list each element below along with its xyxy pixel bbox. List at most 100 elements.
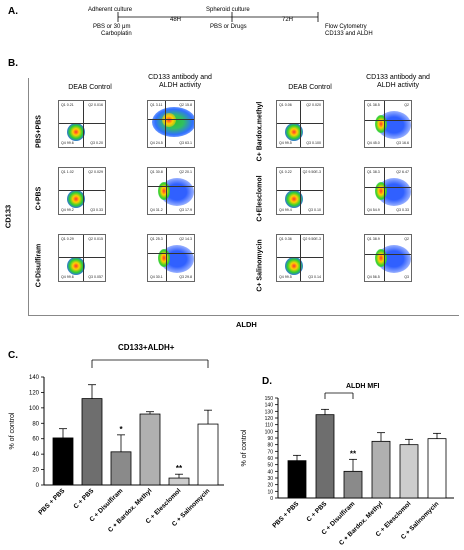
chart-c-y-tick-label: 60 (32, 437, 39, 443)
quadrant-q4-label: Q4 54.9 (367, 208, 380, 212)
quadrant-q1-label: Q1 38.3 (367, 170, 380, 174)
quadrant-horizontal-line (365, 120, 411, 122)
quadrant-q1-label: Q1 0.36 (279, 237, 292, 241)
chart-c-bar (81, 398, 103, 486)
flow-plot-9: Q1 0.29 Q2 0.015 Q4 99.6 Q3 0.057 (58, 234, 106, 282)
density-blob (158, 249, 170, 267)
row-label-c-salinomycin: C+ Salinomycin (256, 239, 264, 292)
density-blob (158, 182, 170, 200)
step1-sub2: Carboplatin (101, 31, 132, 37)
chart-c-y-tick-label: 40 (32, 452, 39, 458)
quadrant-q1-label: Q1 38.5 (367, 103, 380, 107)
chart-d-y-tick-label: 30 (267, 476, 273, 482)
flow-plot-1: Q1 0.21 Q2 0.016 Q4 99.6 Q3 0.20 (58, 100, 106, 148)
quadrant-q4-label: Q4 99.6 (61, 141, 74, 145)
quadrant-horizontal-line (277, 190, 323, 192)
quadrant-q2-label: Q2 9.50E-3 (302, 170, 321, 174)
density-blob (67, 190, 85, 208)
chart-c-y-tick-label: 120 (29, 390, 40, 396)
chart-c-svg: 0 20 40 60 80 100 120 140 % of control PBS + PBS C… (9, 359, 224, 534)
row-label-pbs-pbs: PBS+PBS (35, 115, 43, 148)
chart-d-title: ALDH MFI (346, 383, 380, 390)
chart-c-bar (139, 413, 161, 486)
step2-sub: PBS or Drugs (210, 24, 247, 30)
chart-c-y-tick-label: 20 (32, 468, 39, 474)
chart-d-bar (399, 444, 419, 499)
chart-d-y-tick-label: 110 (265, 423, 273, 429)
chart-c-y-tick-label: 0 (36, 483, 40, 489)
chart-d-y-tick-label: 90 (267, 436, 273, 442)
quadrant-q3-label: Q3 0.14 (308, 275, 321, 279)
chart-d-y-tick-label: 60 (267, 456, 273, 462)
step1-label: Adherent culture (88, 7, 133, 13)
chart-d-bar (427, 438, 447, 499)
time1-label: 48H (170, 17, 182, 23)
flow-plot-5: Q1 1.02 Q2 0.029 Q4 99.2 Q3 0.33 (58, 167, 106, 215)
quadrant-vertical-line (384, 235, 386, 281)
chart-c-significance: ** (176, 464, 183, 473)
quadrant-q2-label: Q2 0.016 (88, 103, 103, 107)
panel-b-letter: B. (8, 58, 18, 69)
chart-c-x-tick-label: PBS + PBS (37, 487, 67, 517)
chart-d-y-tick-label: 120 (265, 416, 274, 422)
quadrant-q3-label: Q3 63.1 (179, 141, 192, 145)
time2-label: 72H (282, 17, 294, 23)
density-blob (375, 249, 387, 267)
quadrant-q3-label: Q3 0.33 (90, 208, 103, 212)
quadrant-q4-label: Q4 99.4 (279, 208, 292, 212)
density-blob (375, 182, 387, 200)
row-label-c-bardox: C+ Bardox.methyl (256, 101, 264, 162)
chart-d-y-tick-label: 50 (267, 463, 273, 469)
quadrant-horizontal-line (365, 187, 411, 189)
row-label-c-elesclomol: C+Elesclomol (256, 175, 264, 222)
quadrant-q1-label: Q1 25.3 (150, 237, 163, 241)
flow-plot-2: Q1 3.11 Q2 15.8 Q4 24.5 Q3 63.1 (147, 100, 195, 148)
chart-d-y-tick-label: 80 (267, 443, 273, 449)
flow-plot-11: Q1 0.36 Q2 9.50E-3 Q4 99.5 Q3 0.14 (276, 234, 324, 282)
quadrant-horizontal-line (148, 119, 194, 121)
chart-c-bar (168, 477, 190, 486)
col-header-deab-1: DEAB Control (68, 84, 112, 91)
quadrant-horizontal-line (277, 257, 323, 259)
flow-plot-6: Q1 30.8 Q2 20.1 Q4 31.2 Q3 17.9 (147, 167, 195, 215)
quadrant-q1-label: Q1 0.29 (61, 237, 74, 241)
quadrant-vertical-line (166, 235, 168, 281)
chart-c-bar (197, 423, 219, 486)
chart-d-y-tick-label: 70 (267, 449, 273, 455)
quadrant-vertical-line (384, 168, 386, 214)
row-label-c-pbs: C+PBS (35, 186, 43, 211)
chart-c-y-axis-label: % of control (9, 412, 16, 449)
quadrant-q4-label: Q4 99.5 (279, 275, 292, 279)
chart-d-bar (343, 470, 363, 499)
quadrant-q2-label: Q2 20.1 (179, 170, 192, 174)
flow-plot-7: Q1 0.22 Q2 9.50E-3 Q4 99.4 Q3 0.10 (276, 167, 324, 215)
quadrant-q1-label: Q1 0.21 (61, 103, 74, 107)
chart-d-x-tick-label: C + PBS (305, 500, 328, 523)
chart-c-y-tick-label: 80 (32, 421, 39, 427)
quadrant-q4-label: Q4 30.1 (150, 275, 163, 279)
quadrant-q1-label: Q1 38.9 (367, 237, 380, 241)
density-blob (285, 257, 303, 275)
row-label-c-disulfiram: C+Disulfiram (35, 243, 43, 288)
col-header-cd133-1: CD133 antibody and ALDH activity (148, 74, 212, 89)
panel-d-letter: D. (262, 376, 272, 387)
quadrant-q2-label: Q2 (404, 237, 409, 241)
quadrant-vertical-line (384, 101, 386, 147)
chart-d-x-tick-label: PBS + PBS (271, 500, 301, 530)
density-blob (67, 123, 85, 141)
flow-plot-3: Q1 0.06 Q2 0.020 Q4 99.5 Q3 0.100 (276, 100, 324, 148)
chart-d-bar (315, 414, 335, 499)
step1-sub1: PBS or 30 μm (93, 24, 131, 30)
quadrant-vertical-line (166, 168, 168, 214)
quadrant-vertical-line (165, 101, 167, 147)
quadrant-q3-label: Q3 0.10 (308, 208, 321, 212)
chart-c-significance: * (119, 425, 123, 434)
chart-d-y-tick-label: 0 (270, 496, 273, 502)
y-axis-label-cd133: CD133 (3, 204, 13, 229)
quadrant-q2-label: Q2 0.015 (88, 237, 103, 241)
flow-plot-10: Q1 25.3 Q2 14.3 Q4 30.1 Q3 29.8 (147, 234, 195, 282)
step2-label: Spheroid culture (206, 7, 250, 13)
flow-plot-4: Q1 38.5 Q2 Q4 45.0 Q3 16.6 (364, 100, 412, 148)
chart-c-title: CD133+ALDH+ (118, 343, 175, 352)
density-blob (285, 190, 303, 208)
